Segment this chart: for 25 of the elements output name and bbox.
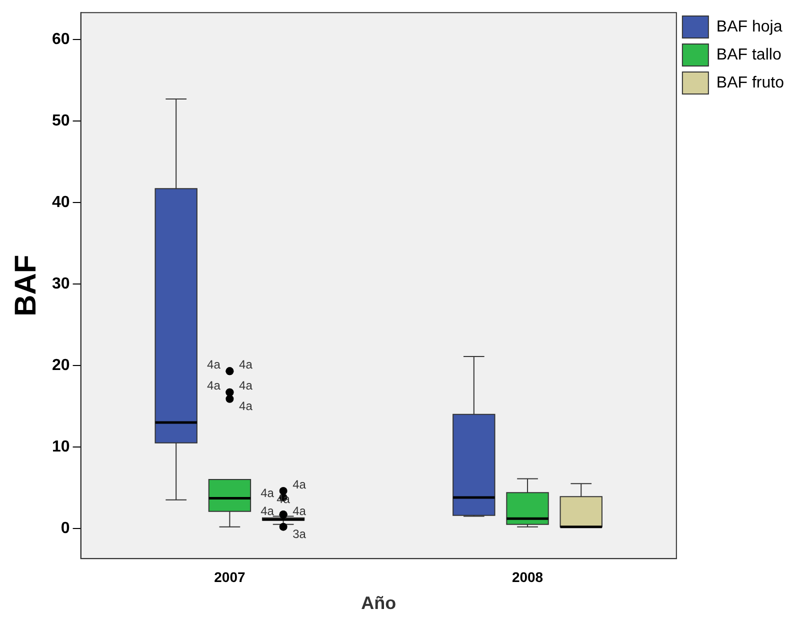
y-tick-label: 50 [52, 112, 70, 130]
y-tick-label: 10 [52, 438, 70, 456]
annotation: 4a [239, 357, 253, 372]
annotation: 4a [239, 378, 253, 393]
y-tick-label: 60 [52, 30, 70, 48]
x-axis-title: Año [361, 593, 396, 614]
y-tick-label: 40 [52, 194, 70, 211]
legend-label: BAF tallo [716, 46, 782, 64]
y-axis-title: BAF [9, 254, 42, 316]
annotation: 4a [239, 399, 253, 414]
legend-label: BAF fruto [716, 74, 784, 92]
x-tick-label: 2007 [214, 568, 246, 585]
annotation: 4a [292, 477, 306, 492]
annotation: 4a [207, 357, 221, 372]
annotation: 4a [260, 486, 274, 500]
annotation: 4a [207, 378, 221, 393]
annotation: 3a [292, 527, 306, 542]
x-tick-label: 2008 [512, 568, 544, 585]
annotation: 4a [276, 492, 290, 506]
legend-label: BAF hoja [716, 18, 782, 36]
annotation: 4a [260, 504, 274, 518]
annotation: 4a [292, 504, 306, 518]
y-tick-label: 0 [60, 520, 70, 537]
y-tick-label: 30 [52, 275, 70, 292]
y-tick-label: 20 [52, 356, 70, 374]
